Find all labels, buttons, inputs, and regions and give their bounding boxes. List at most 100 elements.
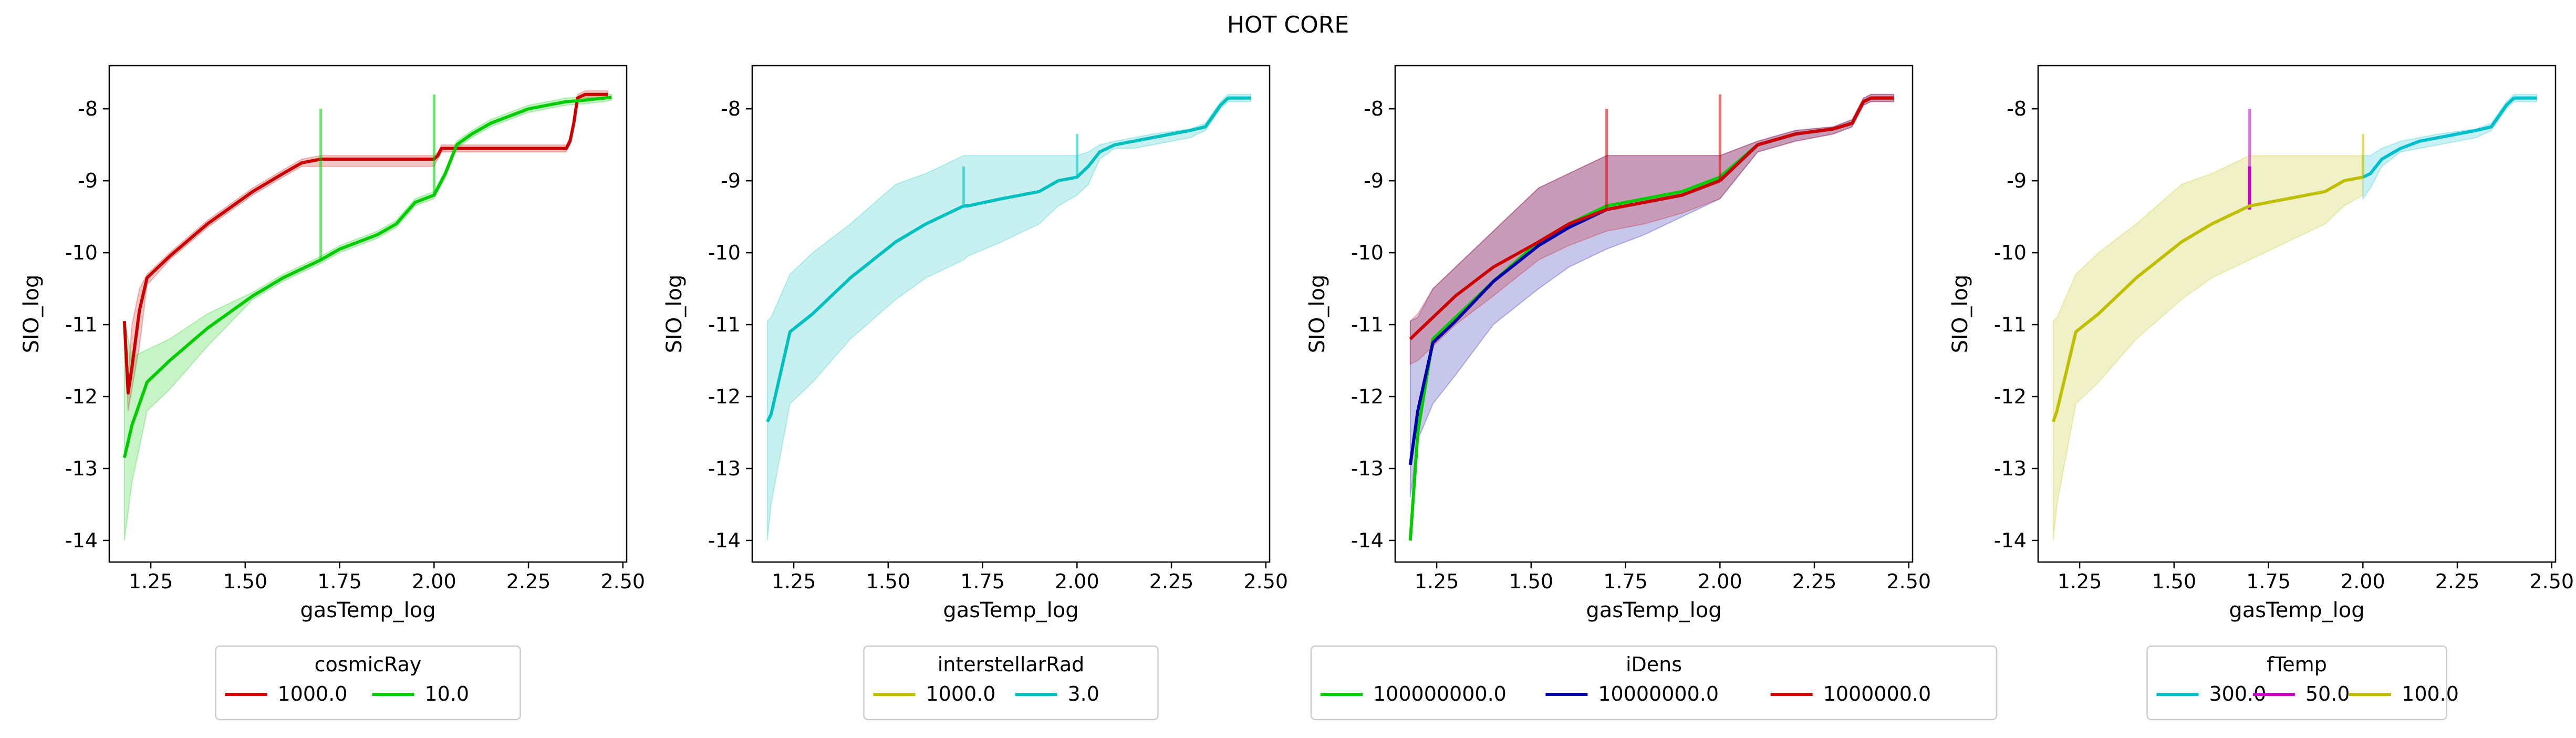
series-line-1 xyxy=(122,92,608,395)
plot-area xyxy=(1408,93,1895,541)
chart-panel-4: 1.25 1.50 1.75 2.00 2.25 2.50 -14 -13 -12 -11 -10 -… xyxy=(1948,65,2574,721)
y-tick-label: -8 xyxy=(1364,97,1384,120)
series-line-3 xyxy=(1409,96,1894,340)
y-axis-label: SIO_log xyxy=(1948,275,1972,354)
y-tick-label: -13 xyxy=(1351,457,1384,480)
x-tick-label: 1.25 xyxy=(129,570,173,593)
y-axis-label: SIO_log xyxy=(1305,275,1329,354)
legend-box xyxy=(2146,645,2447,721)
x-tick-label: 1.75 xyxy=(1603,570,1648,593)
legend-box xyxy=(863,645,1159,721)
x-axis-label: gasTemp_log xyxy=(1586,598,1721,622)
y-tick-label: -14 xyxy=(708,529,741,552)
y-tick-label: -11 xyxy=(1351,313,1384,336)
x-tick-label: 1.50 xyxy=(223,570,268,593)
x-tick-label: 2.25 xyxy=(506,570,551,593)
x-tick-label: 2.25 xyxy=(1149,570,1194,593)
y-tick-label: -13 xyxy=(65,457,98,480)
plot-frame xyxy=(1394,65,1914,563)
x-tick-label: 1.75 xyxy=(960,570,1005,593)
x-tick-label: 2.50 xyxy=(1244,570,1289,593)
legend-label-2: 50.0 xyxy=(2305,682,2350,705)
series-line-2 xyxy=(766,96,1251,423)
legend: interstellarRad 1000.0 3.0 xyxy=(863,645,1159,721)
x-tick-label: 1.75 xyxy=(317,570,362,593)
x-axis-label: gasTemp_log xyxy=(2229,598,2364,622)
legend-label-3: 1000000.0 xyxy=(1823,682,1931,705)
x-tick-label: 1.25 xyxy=(1415,570,1459,593)
legend: cosmicRay 1000.0 10.0 xyxy=(215,645,521,721)
x-tick-label: 2.00 xyxy=(412,570,456,593)
y-tick-label: -12 xyxy=(708,385,741,408)
y-tick-label: -10 xyxy=(708,241,741,264)
chart-panel-1: 1.25 1.50 1.75 2.00 2.25 2.50 -14 -13 -12 -11 -10 -… xyxy=(19,65,646,721)
y-tick-label: -14 xyxy=(1351,529,1384,552)
y-axis-label: SIO_log xyxy=(19,275,44,354)
y-tick-label: -11 xyxy=(1994,313,2027,336)
y-tick-label: -10 xyxy=(1994,241,2027,264)
y-tick-label: -8 xyxy=(2007,97,2027,120)
legend-title: iDens xyxy=(1626,653,1682,676)
series-band-1 xyxy=(2362,93,2538,201)
y-tick-label: -13 xyxy=(1994,457,2027,480)
x-tick-label: 2.50 xyxy=(1887,570,1931,593)
y-tick-label: -14 xyxy=(65,529,98,552)
x-tick-label: 1.25 xyxy=(2058,570,2102,593)
series-line-3 xyxy=(2051,175,2363,422)
x-tick-label: 2.25 xyxy=(2435,570,2480,593)
y-axis-label: SIO_log xyxy=(662,275,687,354)
series-line-2 xyxy=(122,96,612,459)
y-tick-label: -8 xyxy=(78,97,98,120)
series-band-3 xyxy=(1409,93,1895,365)
x-tick-label: 1.50 xyxy=(1509,570,1554,593)
chart-panel-3: 1.25 1.50 1.75 2.00 2.25 2.50 -14 -13 -12 -11 -10 -… xyxy=(1305,65,1998,721)
plot-area xyxy=(2051,93,2538,541)
y-tick-label: -9 xyxy=(721,169,741,192)
chart-panel-2: 1.25 1.50 1.75 2.00 2.25 2.50 -14 -13 -12 -11 -10 -… xyxy=(662,65,1289,721)
x-tick-label: 2.00 xyxy=(1055,570,1099,593)
series-band-1 xyxy=(123,90,609,411)
series-line-1 xyxy=(2362,96,2537,179)
x-axis-label: gasTemp_log xyxy=(300,598,435,622)
y-tick-label: -9 xyxy=(2007,169,2027,192)
series-band-2 xyxy=(1409,93,1895,497)
legend-title: interstellarRad xyxy=(938,653,1085,676)
x-axis-label: gasTemp_log xyxy=(943,598,1078,622)
x-tick-label: 2.25 xyxy=(1792,570,1837,593)
x-tick-label: 2.50 xyxy=(2530,570,2574,593)
legend-label-1: 1000.0 xyxy=(926,682,996,705)
plot-area xyxy=(766,93,1252,541)
x-tick-label: 2.00 xyxy=(2341,570,2385,593)
legend-box xyxy=(1310,645,1998,721)
x-tick-label: 1.25 xyxy=(772,570,816,593)
legend-label-2: 10000000.0 xyxy=(1598,682,1719,705)
y-tick-label: -9 xyxy=(1364,169,1384,192)
plot-frame xyxy=(2037,65,2557,563)
y-tick-label: -13 xyxy=(708,457,741,480)
series-band-2 xyxy=(766,93,1252,541)
plot-area xyxy=(122,90,612,541)
legend-label-1: 1000.0 xyxy=(278,682,348,705)
x-tick-label: 1.75 xyxy=(2246,570,2291,593)
y-tick-label: -9 xyxy=(78,169,98,192)
x-tick-label: 2.50 xyxy=(601,570,646,593)
legend-label-2: 3.0 xyxy=(1068,682,1099,705)
legend-label-2: 10.0 xyxy=(425,682,470,705)
y-tick-label: -12 xyxy=(1994,385,2027,408)
legend-title: fTemp xyxy=(2267,653,2327,676)
y-tick-label: -11 xyxy=(65,313,98,336)
plot-frame xyxy=(108,65,628,563)
x-tick-label: 1.50 xyxy=(2152,570,2197,593)
series-band-3 xyxy=(2052,155,2364,541)
legend: iDens 100000000.0 10000000.0 1000000.0 xyxy=(1310,645,1998,721)
legend-label-3: 100.0 xyxy=(2402,682,2459,705)
y-tick-label: -10 xyxy=(65,241,98,264)
legend-box xyxy=(215,645,521,721)
figure-suptitle: HOT CORE xyxy=(1227,12,1349,38)
plot-frame xyxy=(751,65,1271,563)
y-tick-label: -8 xyxy=(721,97,741,120)
x-tick-label: 1.50 xyxy=(866,570,911,593)
y-tick-label: -12 xyxy=(1351,385,1384,408)
